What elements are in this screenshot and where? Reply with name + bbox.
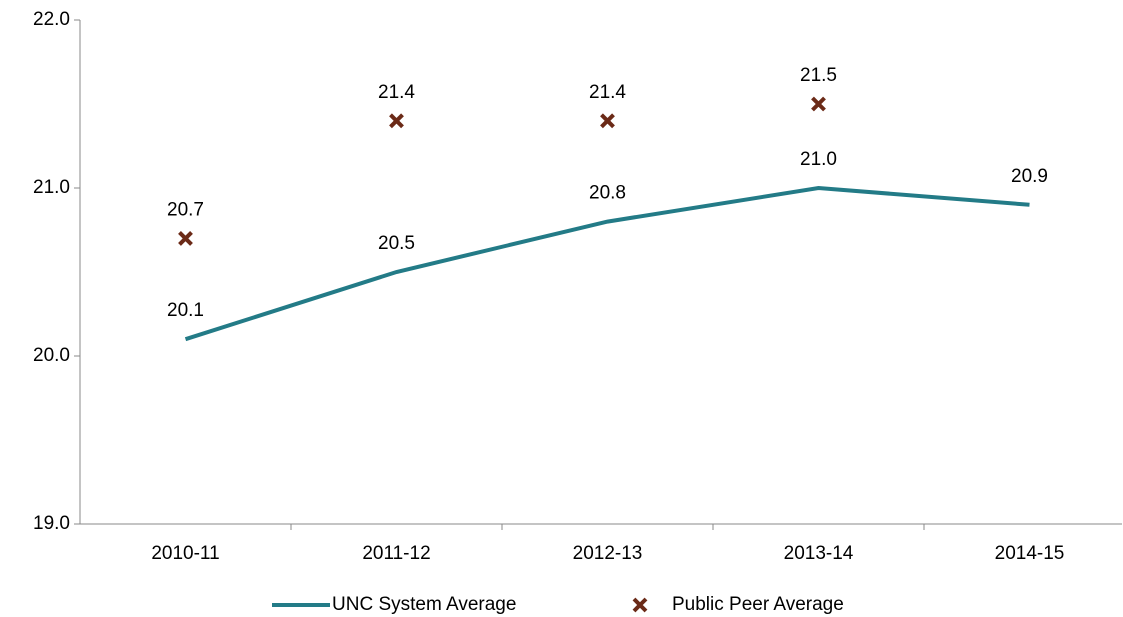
marker-shape [811, 96, 826, 112]
x-tick-label: 2010-11 [151, 543, 219, 564]
legend-label: Public Peer Average [672, 594, 844, 615]
data-label: 20.8 [589, 183, 626, 204]
data-label: 20.7 [167, 199, 204, 220]
y-tick-label: 19.0 [33, 513, 70, 534]
legend-label: UNC System Average [332, 594, 516, 615]
marker [811, 96, 826, 112]
x-tick-label: 2014-15 [995, 543, 1065, 564]
data-label: 21.5 [800, 65, 837, 86]
x-tick-label: 2012-13 [573, 543, 643, 564]
y-tick-label: 20.0 [33, 345, 70, 366]
x-tick-label: 2013-14 [784, 543, 854, 564]
marker-shape [389, 113, 404, 129]
data-label: 21.4 [378, 82, 415, 103]
data-label: 20.1 [167, 300, 204, 321]
marker-shape [600, 113, 615, 129]
data-label: 20.9 [1011, 166, 1048, 187]
marker [178, 230, 193, 246]
marker [389, 113, 404, 129]
marker [600, 113, 615, 129]
x-tick-label: 2011-12 [362, 543, 430, 564]
legend-swatch [632, 597, 648, 613]
y-tick-label: 21.0 [33, 177, 70, 198]
marker-shape [632, 597, 648, 613]
data-label: 20.5 [378, 233, 415, 254]
y-tick-label: 22.0 [33, 9, 70, 30]
data-label: 21.4 [589, 82, 626, 103]
line-series [184, 185, 1030, 342]
marker-shape [178, 230, 193, 246]
data-label: 21.0 [800, 149, 837, 170]
